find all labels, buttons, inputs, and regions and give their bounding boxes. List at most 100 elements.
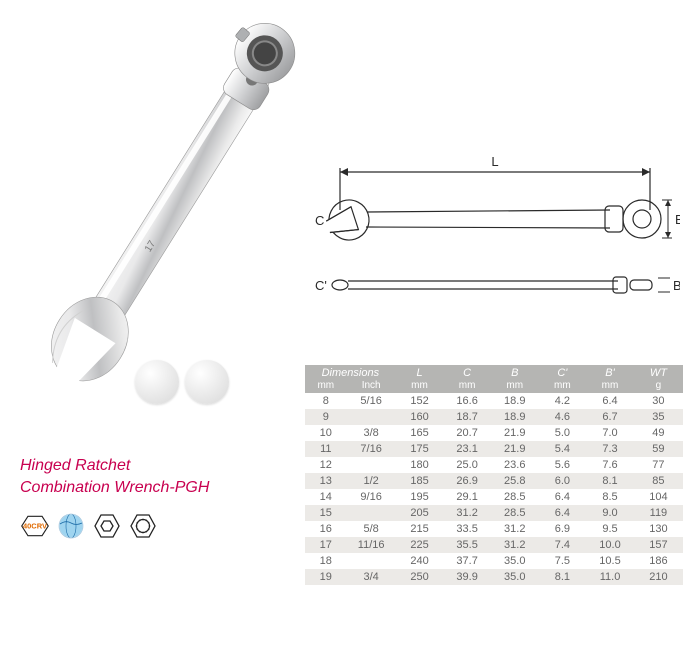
cell-inch: 9/16 — [347, 489, 396, 505]
th-sub-inch: Inch — [347, 379, 396, 393]
th-sub-Bp: mm — [586, 379, 634, 393]
cell-B: 23.6 — [491, 457, 539, 473]
cell-B: 18.9 — [491, 393, 539, 409]
cell-Bp: 7.3 — [586, 441, 634, 457]
cell-Bp: 7.0 — [586, 425, 634, 441]
cell-inch — [347, 457, 396, 473]
cell-mm: 19 — [305, 569, 347, 585]
cell-B: 31.2 — [491, 537, 539, 553]
cell-inch: 11/16 — [347, 537, 396, 553]
cell-B: 21.9 — [491, 441, 539, 457]
badge-40crv: 40CRV — [20, 512, 50, 540]
cell-WT: 77 — [634, 457, 683, 473]
cell-mm: 16 — [305, 521, 347, 537]
dimension-diagram: L C — [300, 150, 680, 330]
cell-Bp: 6.4 — [586, 393, 634, 409]
disc-polish — [185, 360, 229, 404]
cell-WT: 119 — [634, 505, 683, 521]
cell-mm: 12 — [305, 457, 347, 473]
cell-C: 39.9 — [443, 569, 491, 585]
th-B: B — [491, 365, 539, 379]
cell-WT: 186 — [634, 553, 683, 569]
cell-inch: 5/16 — [347, 393, 396, 409]
cell-C: 26.9 — [443, 473, 491, 489]
cell-inch: 3/8 — [347, 425, 396, 441]
diagram-label-B: B — [675, 212, 680, 227]
th-sub-L: mm — [396, 379, 444, 393]
cell-mm: 11 — [305, 441, 347, 457]
diagram-label-Cp: C' — [315, 278, 327, 293]
th-sub-C: mm — [443, 379, 491, 393]
th-WT: WT — [634, 365, 683, 379]
cell-L: 180 — [396, 457, 444, 473]
spline-icon — [128, 512, 158, 540]
cell-C: 31.2 — [443, 505, 491, 521]
cell-mm: 15 — [305, 505, 347, 521]
cell-Bp: 8.1 — [586, 473, 634, 489]
cell-Bp: 8.5 — [586, 489, 634, 505]
cell-Cp: 6.0 — [539, 473, 587, 489]
th-Cp: C' — [539, 365, 587, 379]
cell-B: 35.0 — [491, 569, 539, 585]
product-title: Hinged Ratchet Combination Wrench-PGH — [20, 455, 300, 499]
cell-mm: 17 — [305, 537, 347, 553]
cell-mm: 8 — [305, 393, 347, 409]
cell-C: 20.7 — [443, 425, 491, 441]
cell-B: 18.9 — [491, 409, 539, 425]
th-dimensions: Dimensions — [305, 365, 396, 379]
cell-Cp: 6.9 — [539, 521, 587, 537]
th-sub-WT: g — [634, 379, 683, 393]
cell-inch: 1/2 — [347, 473, 396, 489]
hex-icon — [92, 512, 122, 540]
cell-L: 225 — [396, 537, 444, 553]
cell-L: 175 — [396, 441, 444, 457]
th-C: C — [443, 365, 491, 379]
title-line-1: Hinged Ratchet — [20, 455, 300, 477]
title-line-2: Combination Wrench-PGH — [20, 477, 300, 499]
product-spec-page: 17 L — [0, 0, 700, 649]
globe-icon — [56, 512, 86, 540]
disc-matte — [135, 360, 179, 404]
cell-C: 16.6 — [443, 393, 491, 409]
table-row: 85/1615216.618.94.26.430 — [305, 393, 683, 409]
cell-WT: 130 — [634, 521, 683, 537]
cell-Bp: 9.0 — [586, 505, 634, 521]
cell-Cp: 5.4 — [539, 441, 587, 457]
cell-B: 28.5 — [491, 505, 539, 521]
cell-mm: 13 — [305, 473, 347, 489]
table-row: 131/218526.925.86.08.185 — [305, 473, 683, 489]
cell-inch — [347, 409, 396, 425]
cell-WT: 104 — [634, 489, 683, 505]
dimensions-table-element: Dimensions L C B C' B' WT mm Inch mm mm … — [305, 365, 683, 585]
cell-Bp: 10.5 — [586, 553, 634, 569]
cell-C: 35.5 — [443, 537, 491, 553]
svg-text:40CRV: 40CRV — [23, 522, 47, 531]
cell-inch: 3/4 — [347, 569, 396, 585]
cell-WT: 30 — [634, 393, 683, 409]
cell-WT: 35 — [634, 409, 683, 425]
cell-Bp: 7.6 — [586, 457, 634, 473]
cell-inch — [347, 553, 396, 569]
th-sub-Cp: mm — [539, 379, 587, 393]
diagram-label-Bp: B' — [673, 278, 680, 293]
diagram-label-L: L — [491, 154, 498, 169]
cell-Cp: 7.4 — [539, 537, 587, 553]
material-badges: 40CRV — [20, 512, 158, 540]
cell-L: 152 — [396, 393, 444, 409]
th-Bp: B' — [586, 365, 634, 379]
table-row: 1218025.023.65.67.677 — [305, 457, 683, 473]
cell-L: 215 — [396, 521, 444, 537]
table-row: 1711/1622535.531.27.410.0157 — [305, 537, 683, 553]
cell-WT: 85 — [634, 473, 683, 489]
cell-L: 185 — [396, 473, 444, 489]
cell-WT: 210 — [634, 569, 683, 585]
cell-C: 29.1 — [443, 489, 491, 505]
cell-B: 28.5 — [491, 489, 539, 505]
cell-C: 25.0 — [443, 457, 491, 473]
cell-L: 250 — [396, 569, 444, 585]
cell-inch — [347, 505, 396, 521]
cell-Cp: 5.0 — [539, 425, 587, 441]
cell-mm: 9 — [305, 409, 347, 425]
cell-Cp: 6.4 — [539, 505, 587, 521]
cell-B: 31.2 — [491, 521, 539, 537]
